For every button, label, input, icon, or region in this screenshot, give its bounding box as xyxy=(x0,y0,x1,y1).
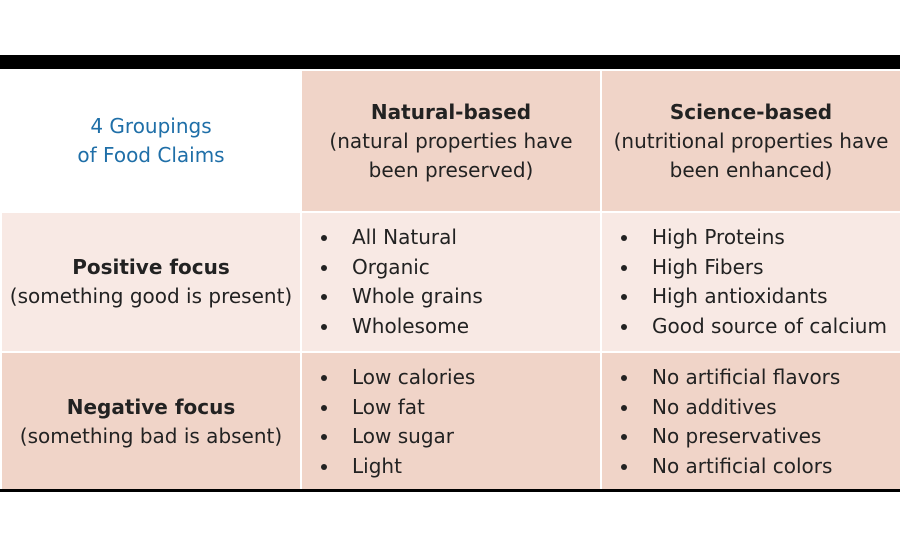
column-subtitle: been enhanced) xyxy=(669,157,833,182)
corner-cell: 4 Groupings of Food Claims xyxy=(0,69,302,213)
claims-cell: Low caloriesLow fatLow sugarLight xyxy=(300,351,602,493)
row-subtitle: (something good is present) xyxy=(9,284,293,308)
claim-item: Low calories xyxy=(340,363,600,393)
column-subtitle: (natural properties have xyxy=(329,128,573,153)
claims-list: No artificial flavorsNo additivesNo pres… xyxy=(602,363,900,481)
claim-item: All Natural xyxy=(340,223,600,253)
claim-item: Whole grains xyxy=(340,282,600,312)
table-row: Positive focus (something good is present… xyxy=(0,211,900,353)
row-header: Positive focus (something good is present… xyxy=(0,211,302,353)
claim-item: Light xyxy=(340,452,600,482)
claim-item: High Fibers xyxy=(640,253,900,283)
claim-item: Low sugar xyxy=(340,422,600,452)
corner-text: 4 Groupings xyxy=(90,114,212,138)
claims-list: All NaturalOrganicWhole grainsWholesome xyxy=(302,223,600,341)
claim-item: No preservatives xyxy=(640,422,900,452)
table-row: Negative focus (something bad is absent) L… xyxy=(0,351,900,493)
top-bar xyxy=(0,55,900,69)
claims-list: Low caloriesLow fatLow sugarLight xyxy=(302,363,600,481)
column-subtitle: (nutritional properties have xyxy=(613,128,889,153)
row-title: Negative focus xyxy=(66,395,236,419)
header-row: 4 Groupings of Food Claims Natural-based (n… xyxy=(0,69,900,213)
claims-cell: High ProteinsHigh FibersHigh antioxidant… xyxy=(600,211,900,353)
claim-item: Organic xyxy=(340,253,600,283)
claims-table: 4 Groupings of Food Claims Natural-based (n… xyxy=(0,69,900,493)
claim-item: No artificial colors xyxy=(640,452,900,482)
column-header: Natural-based (natural properties have bee… xyxy=(300,69,602,213)
claims-cell: No artificial flavorsNo additivesNo pres… xyxy=(600,351,900,493)
claims-cell: All NaturalOrganicWhole grainsWholesome xyxy=(300,211,602,353)
column-header: Science-based (nutritional properties hav… xyxy=(600,69,900,213)
claim-item: No additives xyxy=(640,393,900,423)
column-title: Science-based xyxy=(669,99,833,124)
claims-list: High ProteinsHigh FibersHigh antioxidant… xyxy=(602,223,900,341)
column-subtitle: been preserved) xyxy=(368,157,534,182)
claim-item: High Proteins xyxy=(640,223,900,253)
row-subtitle: (something bad is absent) xyxy=(19,424,283,448)
claim-item: Low fat xyxy=(340,393,600,423)
claim-item: Good source of calcium xyxy=(640,312,900,342)
bottom-bar xyxy=(0,489,900,492)
claim-item: No artificial flavors xyxy=(640,363,900,393)
column-title: Natural-based xyxy=(370,99,532,124)
row-title: Positive focus xyxy=(72,255,230,279)
corner-text: of Food Claims xyxy=(77,143,225,167)
table-body: 4 Groupings of Food Claims Natural-based (n… xyxy=(0,69,900,493)
claim-item: Wholesome xyxy=(340,312,600,342)
row-header: Negative focus (something bad is absent) xyxy=(0,351,302,493)
claim-item: High antioxidants xyxy=(640,282,900,312)
